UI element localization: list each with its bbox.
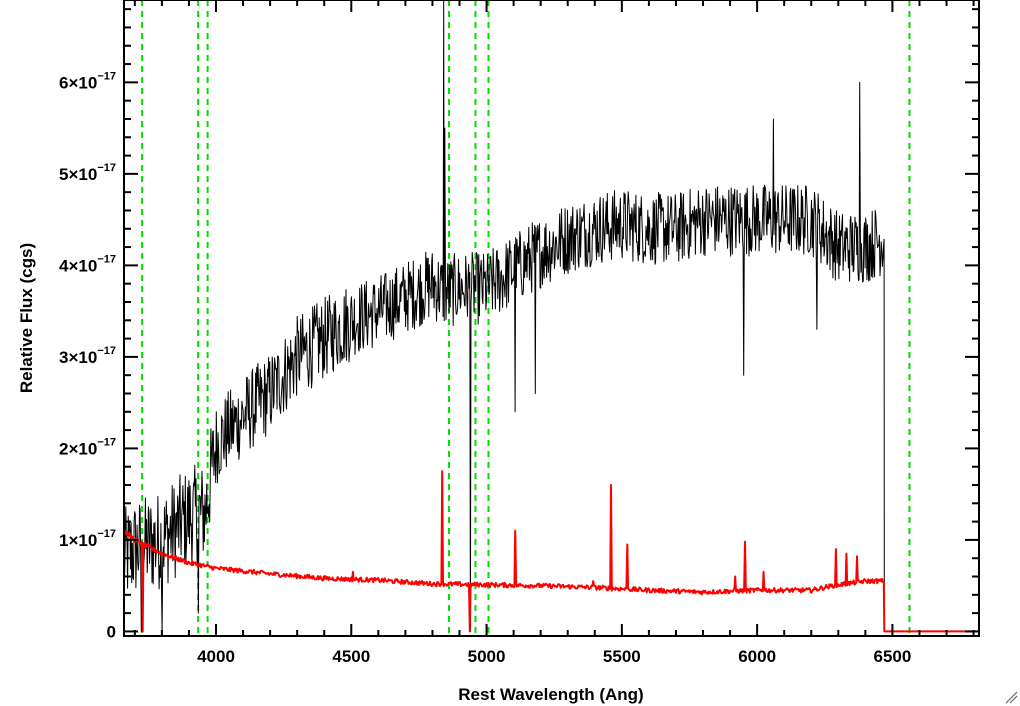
series-layer [123,0,979,633]
y-tick-label: 6×10−17 [59,70,116,92]
y-axis-title: Relative Flux (cgs) [17,243,36,393]
reference-lines [141,0,911,636]
x-tick-label: 5000 [468,647,506,666]
axes: 4000 4500 5000 5500 6000 6500 0 1×10−17 2×10−17 3… [59,0,980,666]
y-tick-label: 3×10−17 [59,345,116,367]
x-tick-label: 4000 [197,647,235,666]
x-tick-label: 6500 [874,647,912,666]
y-tick-label: 5×10−17 [59,162,116,184]
error-series-line [123,470,979,633]
y-tick-label: 1×10−17 [59,528,116,550]
y-tick-label: 2×10−17 [59,436,116,458]
resize-grip-icon[interactable] [1004,690,1018,704]
x-tick-label: 4500 [332,647,370,666]
x-tick-label: 5500 [603,647,641,666]
plot-frame [123,0,980,637]
x-tick-label: 6000 [738,647,776,666]
y-tick-label: 4×10−17 [59,253,116,275]
flux-series-line [123,0,979,632]
y-tick-label: 0 [107,622,116,641]
x-axis-title: Rest Wavelength (Ang) [458,685,643,704]
